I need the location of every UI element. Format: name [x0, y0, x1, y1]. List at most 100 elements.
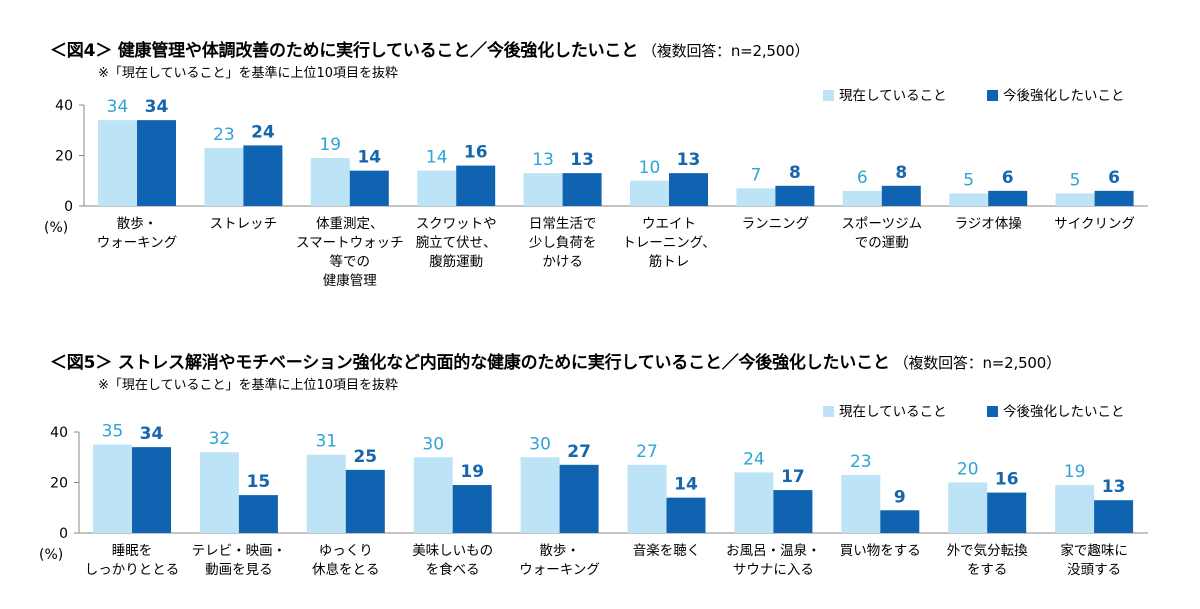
data-label-future: 14	[357, 148, 381, 168]
bar-future	[775, 185, 815, 206]
bar-future	[881, 185, 921, 206]
bar-future	[349, 170, 389, 206]
bar-current	[417, 170, 457, 206]
data-label-future: 16	[995, 470, 1019, 490]
y-tick-label: 0	[64, 199, 73, 215]
bar-current	[1055, 193, 1095, 206]
bar-current	[630, 180, 669, 206]
legend-label-current: 現在していること	[839, 88, 947, 104]
bar-future	[880, 510, 920, 533]
category-label: をする	[967, 562, 1008, 578]
data-label-current: 20	[957, 460, 979, 480]
data-label-future: 17	[781, 467, 805, 487]
bar-current	[523, 173, 563, 206]
category-label: 音楽を聴く	[633, 542, 701, 559]
bar-future	[1094, 190, 1134, 206]
y-tick-label: 20	[50, 476, 68, 492]
bar-current	[736, 188, 776, 206]
category-label: 腕立て伏せ、	[416, 235, 497, 251]
legend-swatch-current	[823, 90, 834, 101]
data-label-current: 14	[426, 148, 448, 168]
category-label: 筋トレ	[649, 253, 690, 270]
category-label: 腹筋運動	[429, 253, 483, 270]
category-label: を食べる	[426, 561, 480, 578]
data-label-current: 23	[850, 452, 872, 472]
category-label: ウォーキング	[97, 235, 178, 251]
data-label-future: 19	[460, 462, 484, 482]
data-label-future: 15	[247, 472, 271, 492]
bar-future	[456, 165, 496, 206]
data-label-current: 23	[213, 125, 235, 145]
category-label: トレーニング、	[622, 235, 716, 251]
category-label: テレビ・映画・	[192, 543, 287, 559]
bar-future	[452, 485, 492, 533]
bar-current	[93, 444, 132, 533]
chart5-title: ＜図5＞ ストレス解消やモチベーション強化など内面的な健康のために実行しているこ…	[50, 348, 1061, 373]
y-tick-label: 40	[55, 98, 73, 114]
data-label-future: 13	[1102, 477, 1126, 497]
category-label: サイクリング	[1054, 216, 1135, 232]
category-label: 睡眠を	[112, 543, 153, 559]
legend-label-current: 現在していること	[839, 404, 947, 420]
bar-future	[243, 145, 283, 206]
legend-label-future: 今後強化したいこと	[1003, 88, 1125, 104]
bar-current	[98, 120, 137, 206]
data-label-future: 16	[464, 143, 488, 163]
category-label: ウエイト	[642, 216, 696, 232]
category-label: ストレッチ	[210, 216, 278, 232]
y-tick-label: 20	[55, 149, 73, 165]
legend-swatch-future	[987, 406, 998, 417]
category-label: 健康管理	[323, 272, 377, 289]
data-label-current: 34	[107, 97, 129, 117]
category-label: 休息をとる	[312, 561, 380, 578]
chart5-subnote: ※「現在していること」を基準に上位10項目を抜粋	[98, 378, 399, 393]
category-label: 動画を見る	[205, 562, 273, 578]
data-label-current: 19	[1064, 462, 1086, 482]
data-label-current: 13	[532, 150, 554, 170]
chart4-subnote: ※「現在していること」を基準に上位10項目を抜粋	[98, 66, 399, 81]
bar-future	[669, 173, 708, 206]
legend-swatch-future	[987, 90, 998, 101]
category-label: 買い物をする	[840, 543, 921, 559]
category-label: での運動	[855, 235, 909, 251]
data-label-current: 30	[422, 434, 444, 454]
category-label: スマートウォッチ	[296, 235, 404, 251]
category-label: 体重測定、	[316, 216, 384, 232]
data-label-current: 32	[209, 429, 231, 449]
category-label: しっかりととる	[85, 562, 180, 578]
data-label-future: 13	[677, 150, 701, 170]
data-label-future: 24	[251, 122, 275, 142]
category-label: ランニング	[742, 216, 810, 232]
chart4-title-text: ＜図4＞ 健康管理や体調改善のために実行していること／今後強化したいこと	[50, 41, 639, 61]
category-label: 美味しいもの	[412, 543, 493, 559]
bar-current	[310, 158, 350, 206]
bar-future	[345, 469, 385, 533]
data-label-future: 14	[674, 475, 698, 495]
bar-current	[413, 457, 453, 533]
category-label: スクワットや	[416, 216, 497, 232]
category-label: 没頭する	[1067, 562, 1121, 578]
bar-current	[841, 474, 881, 533]
data-label-current: 35	[102, 422, 124, 442]
bar-current	[734, 472, 774, 533]
category-label: サウナに入る	[733, 562, 814, 578]
data-label-current: 10	[639, 158, 661, 178]
bar-future	[137, 120, 176, 206]
chart5-title-text: ＜図5＞ ストレス解消やモチベーション強化など内面的な健康のために実行しているこ…	[50, 353, 890, 373]
bar-future	[238, 495, 278, 533]
bar-current	[627, 464, 667, 533]
data-label-future: 6	[1002, 168, 1014, 188]
y-axis-unit-label: (%)	[44, 220, 68, 236]
data-label-current: 30	[529, 434, 551, 454]
legend-swatch-current	[823, 406, 834, 417]
category-label: 家で趣味に	[1060, 542, 1128, 559]
category-label: 散歩・	[539, 543, 580, 559]
data-label-current: 31	[315, 432, 337, 452]
bar-current	[949, 193, 989, 206]
data-label-future: 6	[1108, 168, 1120, 188]
legend-label-future: 今後強化したいこと	[1003, 404, 1125, 420]
category-label: 外で気分転換	[947, 543, 1028, 559]
category-label: ラジオ体操	[955, 216, 1023, 232]
category-label: かける	[542, 254, 583, 270]
